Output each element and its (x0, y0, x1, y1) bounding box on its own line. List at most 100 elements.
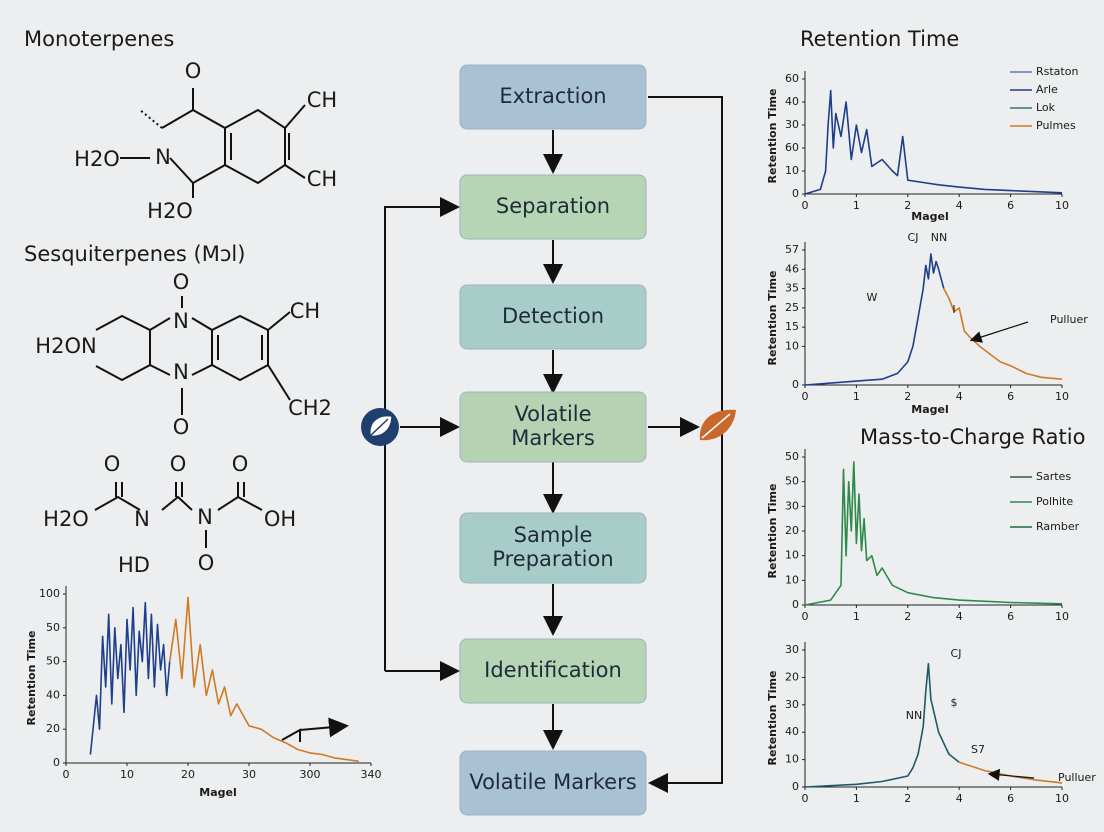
x-tick-label: 1 (853, 792, 860, 805)
y-tick-label: 10 (785, 164, 799, 177)
annotation-arrow (987, 768, 1035, 781)
flow-node-label: Markers (511, 426, 595, 450)
y-tick-label: 10 (785, 549, 799, 562)
x-tick-label: 4 (956, 390, 963, 403)
legend-label: Polhite (1036, 495, 1073, 508)
y-tick-label: 0 (53, 756, 60, 769)
y-tick-label: 0 (792, 378, 799, 391)
flow-node (459, 750, 647, 816)
x-tick-label: 6 (1007, 610, 1014, 623)
flow-node (459, 638, 647, 704)
x-tick-label: 10 (1055, 792, 1069, 805)
y-axis-label: Retention Time (25, 631, 38, 726)
x-tick-label: 10 (1055, 390, 1069, 403)
flow-node (459, 174, 647, 240)
y-tick-label: 10 (785, 339, 799, 352)
annotation: Pulluer (1050, 313, 1088, 326)
y-tick-label: 20 (785, 524, 799, 537)
x-tick-label: 1 (853, 199, 860, 212)
atom-label: O (170, 452, 187, 476)
y-tick-label: 57 (785, 243, 799, 256)
x-tick-label: 4 (956, 199, 963, 212)
atom-label: CH (307, 88, 337, 112)
flow-node (459, 512, 647, 584)
atom-label: H2ON (35, 334, 96, 358)
flow-node-label: Volatile (514, 402, 591, 426)
legend-label: Pulmes (1036, 119, 1076, 132)
x-tick-label: 10 (1055, 610, 1069, 623)
y-axis-label: Retention Time (766, 271, 779, 366)
x-tick-label: 4 (956, 792, 963, 805)
y-tick-label: 0 (792, 780, 799, 793)
x-tick-label: 6 (1007, 199, 1014, 212)
y-tick-label: 30 (785, 118, 799, 131)
y-tick-label: 30 (785, 499, 799, 512)
x-tick-label: 10 (1055, 199, 1069, 212)
y-axis-label: Retention Time (766, 484, 779, 579)
atom-label: O (198, 551, 215, 575)
x-tick-label: 2 (904, 792, 911, 805)
atom-label: O (232, 452, 249, 476)
flow-node-label: Separation (496, 194, 610, 218)
atom-label: N (155, 145, 171, 169)
x-tick-label: 0 (63, 768, 70, 781)
y-tick-label: 40 (785, 95, 799, 108)
molecule-caption: HD (118, 553, 150, 577)
x-tick-label: 30 (242, 768, 256, 781)
series-line (943, 288, 1063, 380)
annotation: S7 (971, 743, 985, 756)
series-line (804, 89, 1063, 195)
y-axis-label: Retention Time (766, 671, 779, 766)
y-tick-label: 0 (792, 187, 799, 200)
series-line (804, 461, 1063, 606)
x-tick-label: 2 (904, 390, 911, 403)
flow-node-label: Volatile Markers (469, 770, 636, 794)
atom-label: CH2 (288, 396, 332, 420)
x-tick-label: 20 (181, 768, 195, 781)
atom-label: N (173, 309, 189, 333)
y-tick-label: 50 (46, 621, 60, 634)
atom-label: O (173, 270, 190, 294)
y-tick-label: 20 (46, 722, 60, 735)
leaf-icon (699, 409, 736, 441)
x-tick-label: 0 (802, 792, 809, 805)
y-tick-label: 46 (785, 262, 799, 275)
series-line (804, 662, 960, 788)
x-tick-label: 0 (802, 610, 809, 623)
y-tick-label: 40 (46, 688, 60, 701)
legend-label: Lok (1036, 101, 1056, 114)
annotation: I (952, 303, 955, 316)
x-tick-label: 2 (904, 199, 911, 212)
legend-label: Rstaton (1036, 65, 1078, 78)
flow-connectors (281, 96, 723, 793)
atom-label: CH (307, 167, 337, 191)
molecule-bonds (94, 88, 306, 548)
x-tick-label: 1 (853, 390, 860, 403)
series-line (168, 596, 359, 763)
atom-label: OH (264, 507, 296, 531)
annotation: NN (931, 231, 947, 244)
y-tick-label: 15 (785, 320, 799, 333)
flow-node (459, 391, 647, 463)
y-tick-label: 40 (785, 725, 799, 738)
annotation: CJ (908, 231, 919, 244)
annotation: W (867, 291, 878, 304)
legend-label: Sartes (1036, 470, 1071, 483)
legend-label: Arle (1036, 83, 1058, 96)
atom-label: N (134, 507, 150, 531)
annotation: NN (906, 709, 922, 722)
y-tick-label: 50 (46, 655, 60, 668)
flow-node-label: Extraction (499, 84, 606, 108)
flow-node-label: Identification (484, 658, 622, 682)
flow-node (459, 64, 647, 130)
atom-label: O (185, 59, 202, 83)
atom-label: N (197, 505, 213, 529)
atom-label: O (173, 415, 190, 439)
chart-title: Mass-to-Charge Ratio (860, 425, 1085, 449)
y-tick-label: 0 (792, 598, 799, 611)
molecule-title: Monoterpenes (24, 27, 174, 51)
leaf-icon (361, 408, 399, 446)
x-tick-label: 1 (853, 610, 860, 623)
